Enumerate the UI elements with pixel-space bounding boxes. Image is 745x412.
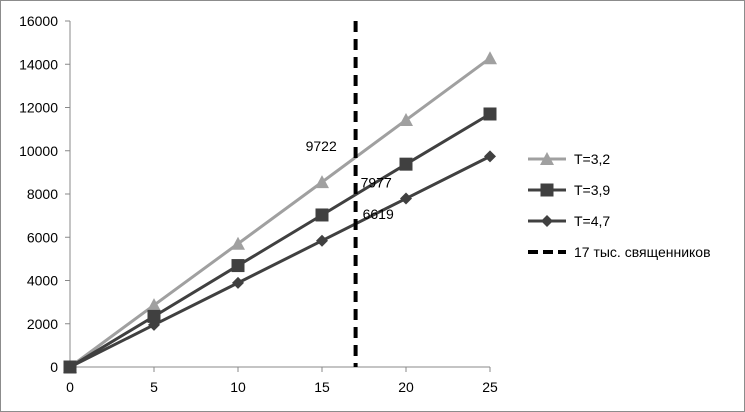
data-point xyxy=(147,309,161,323)
series-square xyxy=(63,107,497,374)
y-tick-label: 12000 xyxy=(19,100,58,116)
data-point xyxy=(232,276,244,289)
y-tick-label: 6000 xyxy=(27,229,58,245)
data-point xyxy=(399,157,413,171)
series-line xyxy=(69,56,491,369)
y-tick-label: 4000 xyxy=(27,273,58,289)
legend-marker xyxy=(540,152,554,165)
series-diamond xyxy=(64,150,496,373)
y-tick-label: 0 xyxy=(50,359,58,375)
series-triangle xyxy=(63,51,497,373)
legend-label: T=4,7 xyxy=(574,213,610,229)
y-tick-label: 10000 xyxy=(19,143,58,159)
data-point xyxy=(483,107,497,121)
x-tick-label: 25 xyxy=(482,379,498,395)
data-point xyxy=(399,113,413,127)
data-point xyxy=(400,192,412,205)
data-point xyxy=(316,234,328,247)
legend: T=3,2 T=3,9 T=4,7 17 тыс. священников xyxy=(528,151,711,260)
data-point xyxy=(231,236,245,250)
series-line xyxy=(69,155,491,369)
data-label: 7977 xyxy=(361,174,392,190)
data-point xyxy=(147,298,161,312)
data-point xyxy=(148,318,160,331)
legend-item: T=4,7 xyxy=(528,213,610,229)
series-line xyxy=(69,112,491,369)
legend-item: 17 тыс. священников xyxy=(528,244,711,260)
legend-label: 17 тыс. священников xyxy=(574,244,711,260)
data-point xyxy=(231,259,245,273)
data-point xyxy=(315,208,329,222)
y-tick-label: 14000 xyxy=(19,56,58,72)
legend-item: T=3,9 xyxy=(528,182,610,198)
x-tick-label: 0 xyxy=(66,379,74,395)
data-label: 6619 xyxy=(363,206,394,222)
legend-label: T=3,9 xyxy=(574,182,610,198)
legend-item: T=3,2 xyxy=(528,151,610,167)
data-point xyxy=(484,150,496,163)
x-tick-label: 15 xyxy=(314,379,330,395)
data-point xyxy=(315,175,329,189)
legend-marker xyxy=(540,183,554,197)
data-point xyxy=(483,51,497,65)
x-tick-label: 20 xyxy=(398,379,414,395)
y-tick-label: 8000 xyxy=(27,186,58,202)
legend-label: T=3,2 xyxy=(574,151,610,167)
series-group xyxy=(63,51,497,374)
axes: 0 2000 4000 6000 8000 10000 12000 14000 16000 0 5 1… xyxy=(19,13,498,395)
y-tick-label: 2000 xyxy=(27,316,58,332)
x-tick-label: 5 xyxy=(150,379,158,395)
x-tick-label: 10 xyxy=(230,379,246,395)
data-label: 9722 xyxy=(306,138,337,154)
annotations-group: 9722 7977 6619 xyxy=(306,138,394,222)
legend-marker xyxy=(541,215,553,227)
y-tick-label: 16000 xyxy=(19,13,58,29)
data-point xyxy=(64,361,76,373)
